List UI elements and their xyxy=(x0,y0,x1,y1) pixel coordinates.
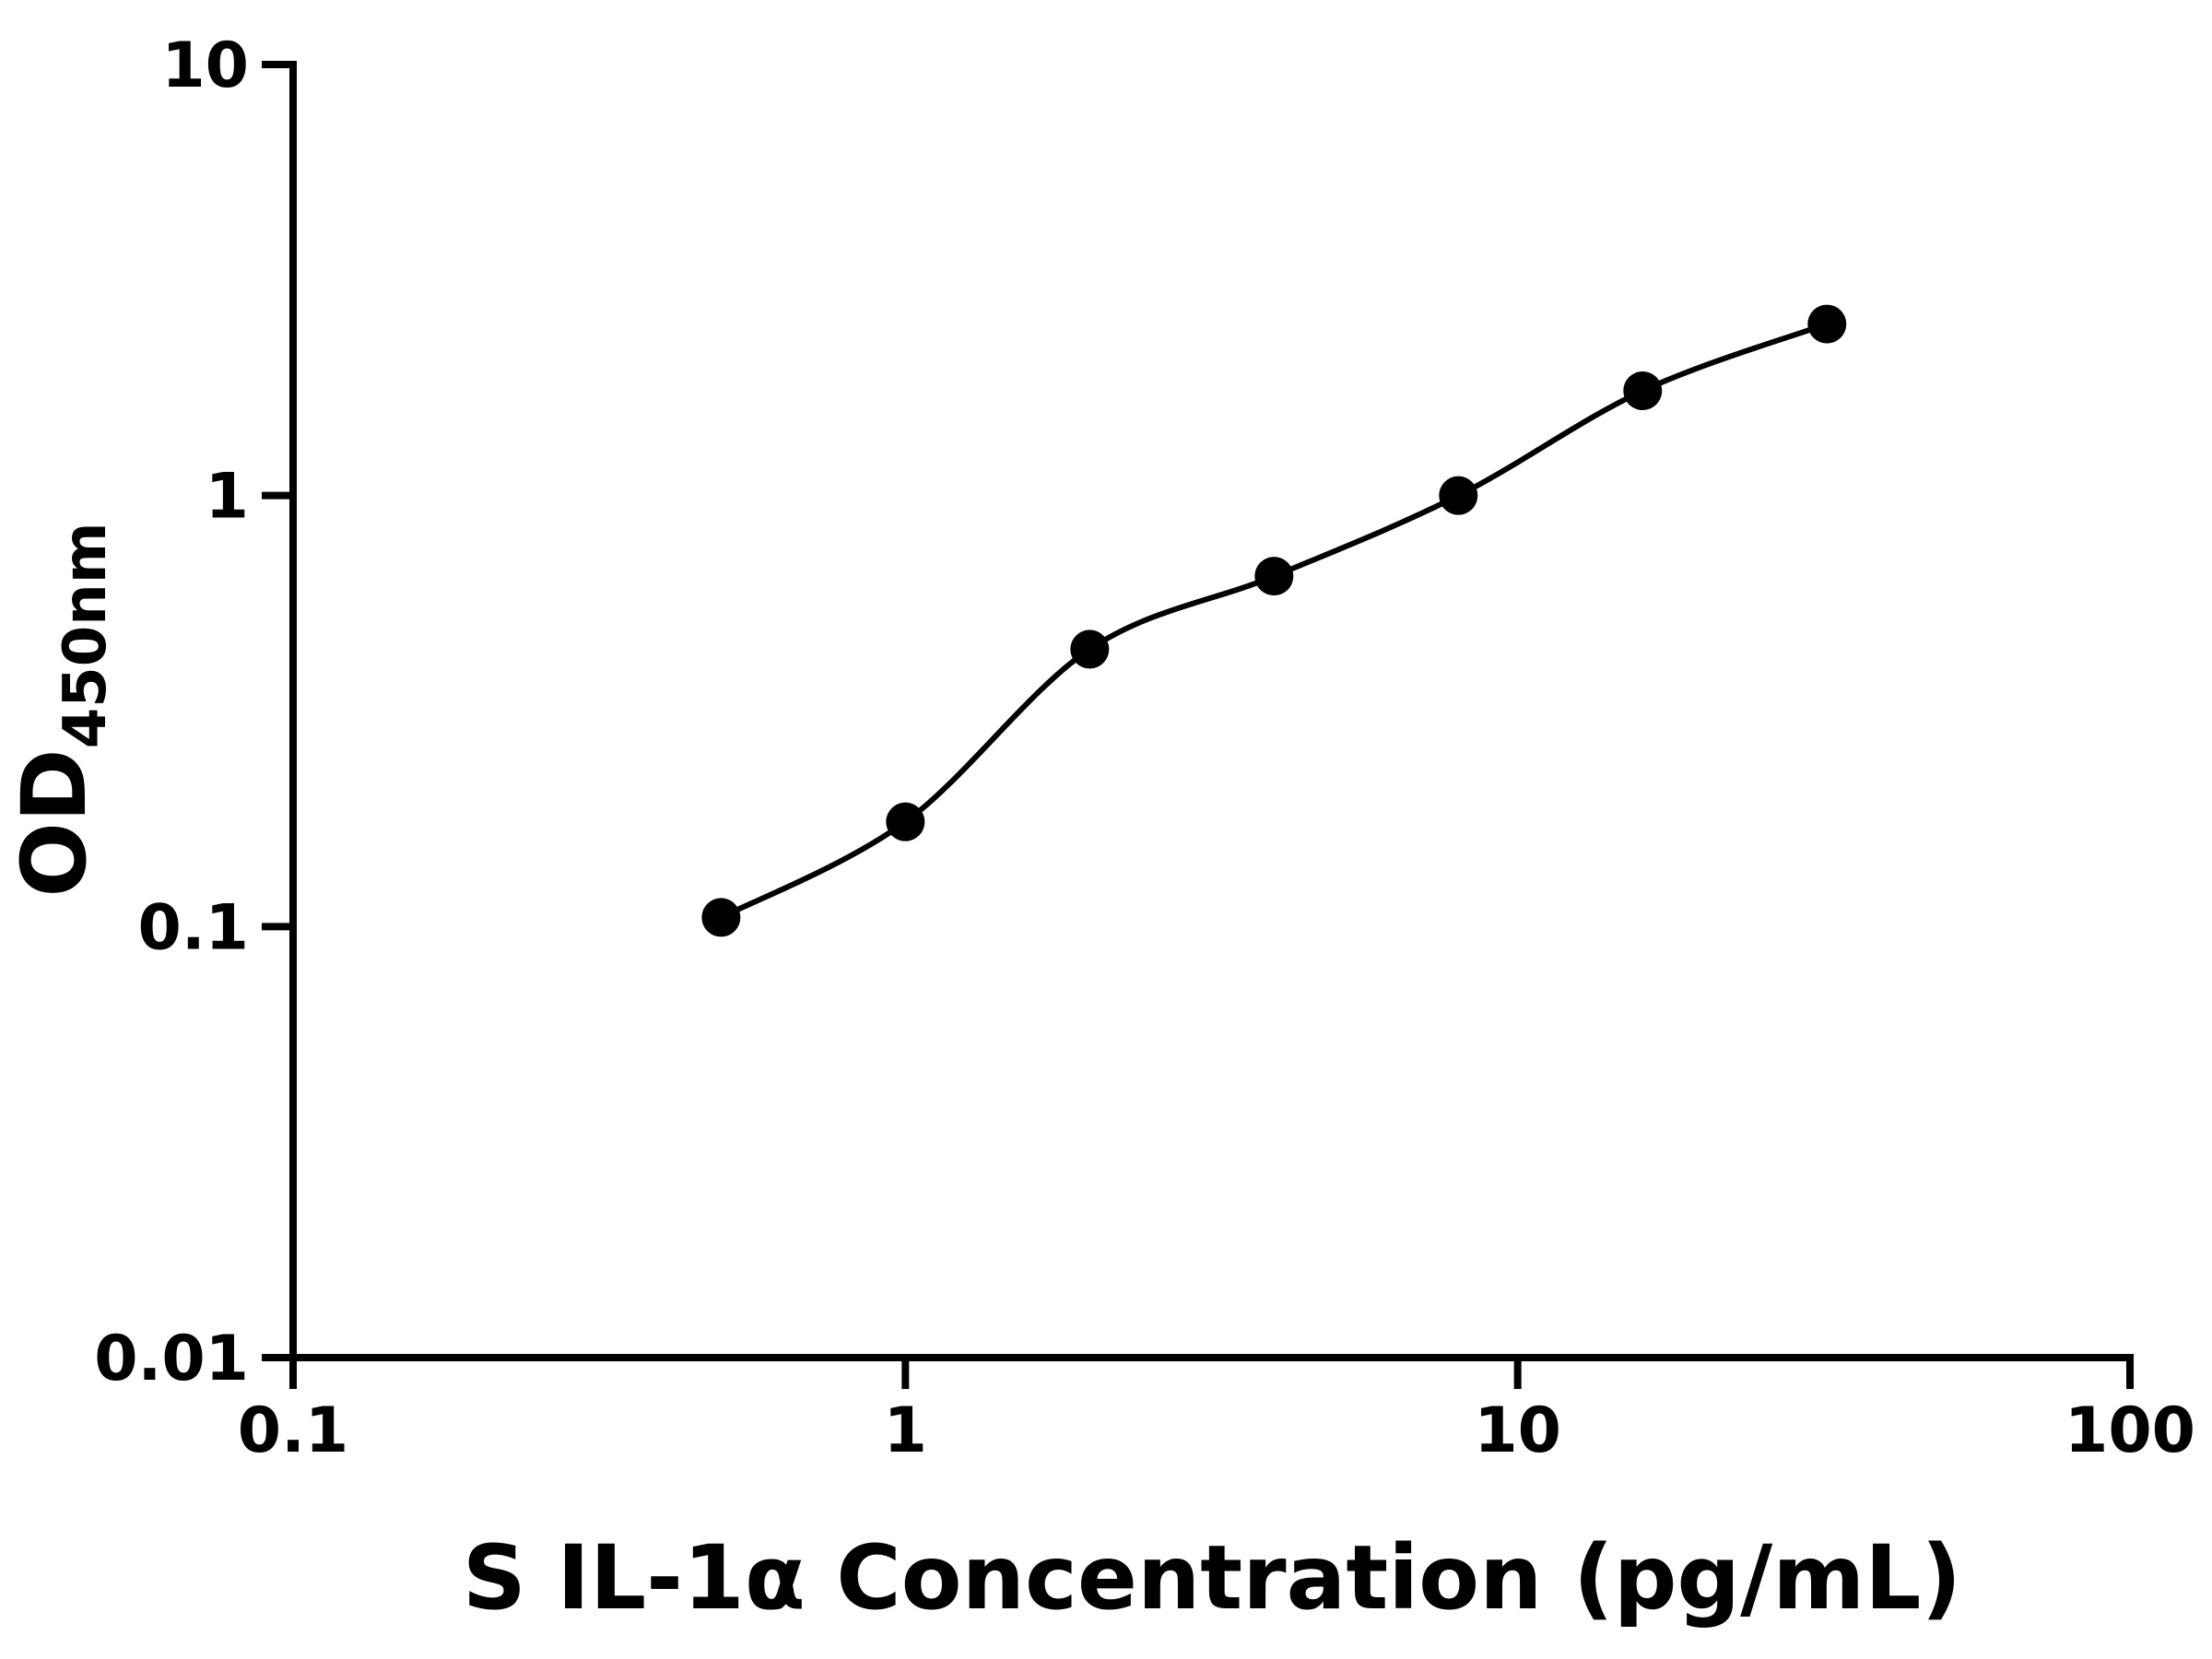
data-point xyxy=(886,802,925,841)
data-point xyxy=(701,898,741,937)
axes xyxy=(262,61,2134,1389)
fit-curve-line xyxy=(718,321,1830,921)
data-point xyxy=(1807,304,1847,344)
y-axis-title: OD450nm xyxy=(3,522,120,897)
data-point xyxy=(1439,476,1478,515)
x-tick-label: 1 xyxy=(884,1394,927,1467)
y-tick-label: 1 xyxy=(206,461,249,534)
x-tick-label: 10 xyxy=(1474,1394,1561,1467)
y-tick-label: 0.1 xyxy=(138,891,249,964)
x-tick-label: 0.1 xyxy=(238,1394,348,1467)
y-tick-label: 10 xyxy=(161,29,249,102)
data-point xyxy=(1070,629,1110,669)
y-axis-title-sub: 450nm xyxy=(52,522,120,748)
y-tick-label: 0.01 xyxy=(94,1323,249,1395)
series xyxy=(701,304,1847,937)
data-point xyxy=(1623,371,1663,411)
y-axis-title-main: OD xyxy=(3,748,106,897)
x-axis-title: S IL-1α Concentration (pg/mL) xyxy=(463,1526,1962,1630)
x-tick-label: 100 xyxy=(2065,1394,2195,1467)
data-point xyxy=(1254,557,1294,596)
